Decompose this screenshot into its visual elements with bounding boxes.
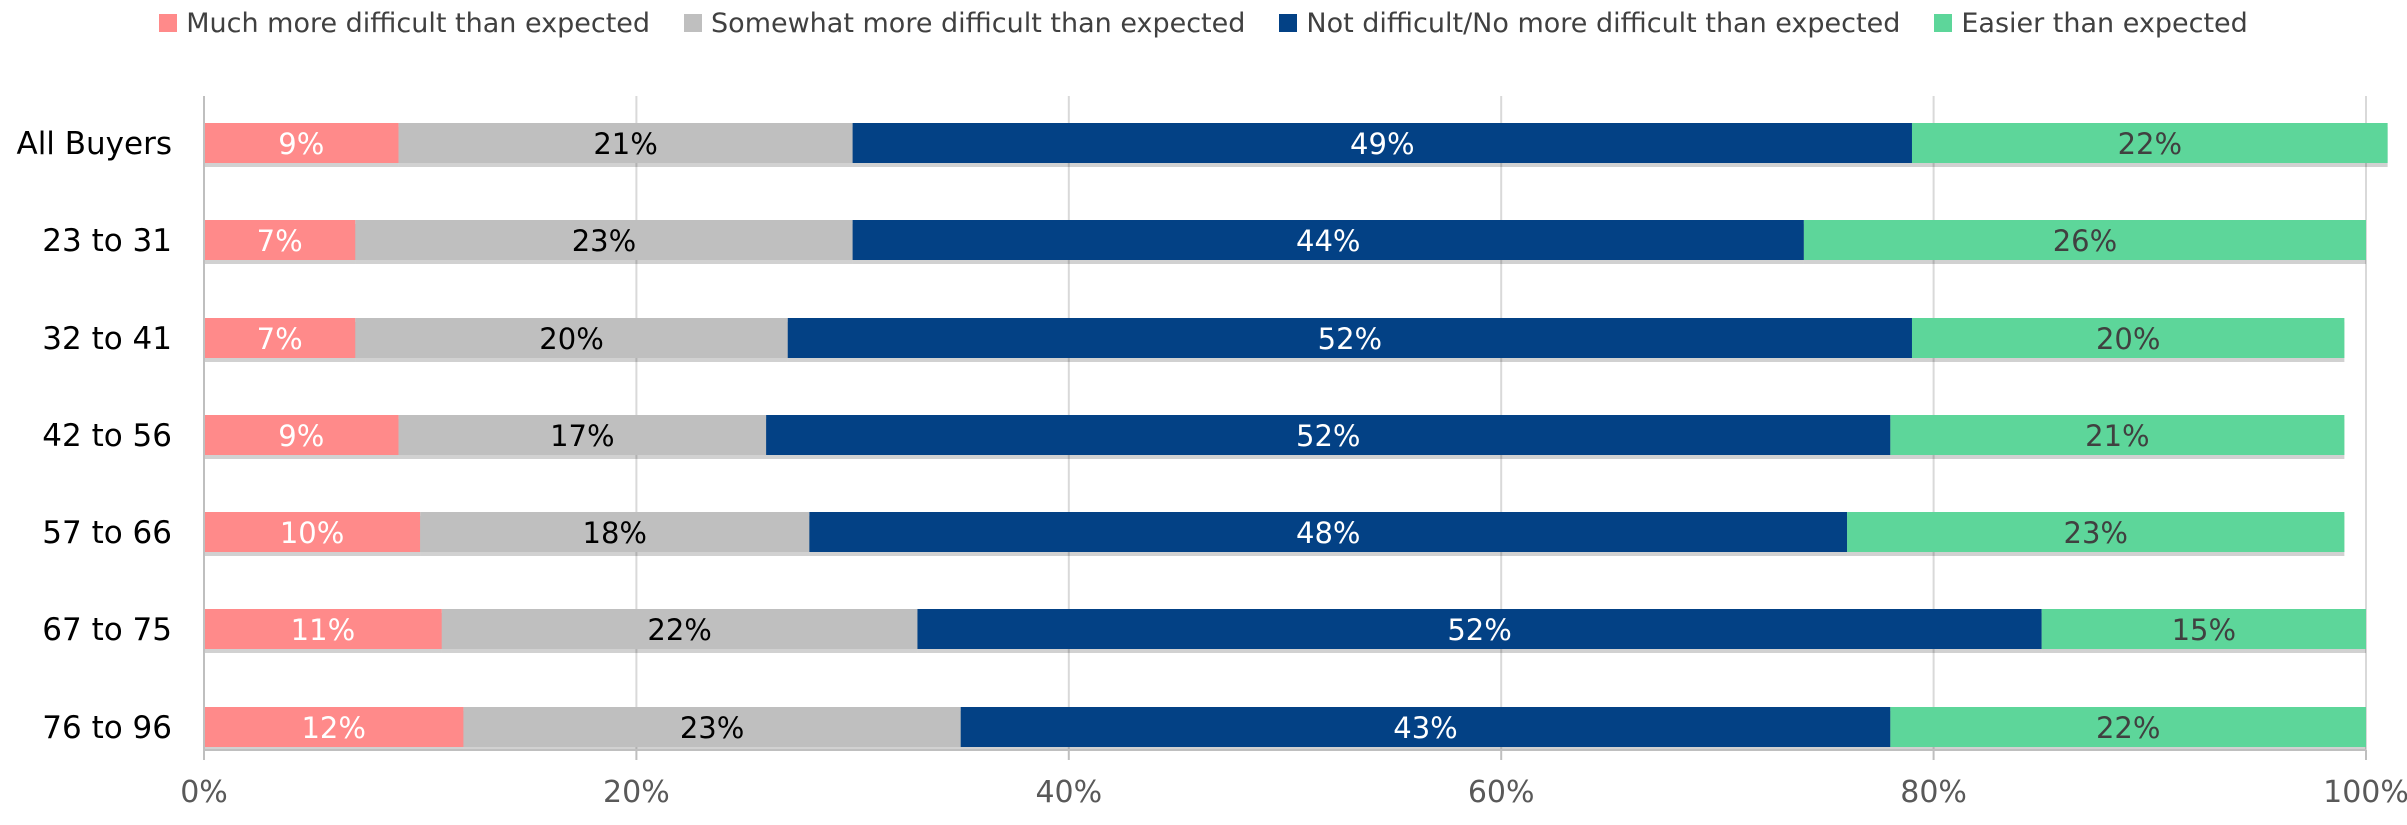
data-label: 22% — [2118, 127, 2182, 161]
data-label: 21% — [2085, 419, 2149, 453]
legend-label: Somewhat more difficult than expected — [711, 7, 1246, 39]
data-label: 9% — [278, 127, 324, 161]
data-label: 23% — [680, 711, 744, 745]
chart-legend: Much more difficult than expected Somewha… — [0, 0, 2407, 46]
data-label: 7% — [257, 224, 303, 258]
x-tick-label: 60% — [1468, 775, 1535, 810]
data-label: 44% — [1296, 224, 1360, 258]
legend-label: Much more difficult than expected — [186, 7, 651, 39]
bar-segment — [420, 512, 810, 552]
bar-segment — [1911, 318, 2345, 358]
bar-segment — [204, 707, 464, 747]
category-label: 67 to 75 — [42, 612, 172, 648]
data-label: 22% — [2096, 711, 2160, 745]
bar-segment — [852, 220, 1804, 260]
bar-segment — [398, 123, 853, 163]
bar-segment — [204, 609, 442, 649]
category-label: 32 to 41 — [42, 321, 172, 357]
bar-segment — [441, 609, 918, 649]
x-tick-label: 40% — [1035, 775, 1102, 810]
data-label: 11% — [291, 613, 355, 647]
bar-segment — [1890, 415, 2345, 455]
bar-segment — [463, 707, 961, 747]
x-tick-label: 0% — [180, 775, 228, 810]
bar-segment — [1890, 707, 2366, 747]
data-label: 23% — [2064, 516, 2128, 550]
data-label: 12% — [301, 711, 365, 745]
category-label: All Buyers — [16, 126, 172, 162]
legend-item: Much more difficult than expected — [159, 8, 650, 39]
data-label: 52% — [1447, 613, 1511, 647]
data-label: 18% — [583, 516, 647, 550]
legend-item: Easier than expected — [1934, 7, 2248, 39]
bar-segment — [398, 415, 767, 455]
data-label: 26% — [2053, 224, 2117, 258]
bar-segment — [1803, 220, 2366, 260]
data-label: 20% — [2096, 322, 2160, 356]
x-tick-label: 20% — [603, 775, 670, 810]
category-label: 42 to 56 — [42, 418, 172, 454]
bar-segment — [917, 609, 2042, 649]
data-label: 52% — [1318, 322, 1382, 356]
legend-swatch — [1934, 14, 1953, 32]
data-label: 52% — [1296, 419, 1360, 453]
data-label: 7% — [257, 322, 303, 356]
bar-segment — [204, 318, 356, 358]
legend-swatch — [684, 14, 703, 32]
bar-segment — [204, 415, 399, 455]
data-label: 43% — [1393, 711, 1457, 745]
legend-swatch — [1279, 14, 1298, 32]
data-label: 49% — [1350, 127, 1414, 161]
data-label: 22% — [647, 613, 711, 647]
data-label: 20% — [539, 322, 603, 356]
legend-item: Somewhat more difficult than expected — [684, 8, 1245, 39]
x-tick-label: 80% — [1900, 775, 1967, 810]
data-label: 17% — [550, 419, 614, 453]
legend-label: Not difficult/No more difficult than exp… — [1306, 7, 1901, 39]
x-tick-label: 100% — [2323, 775, 2407, 810]
bar-segment — [1911, 123, 2388, 163]
category-label: 57 to 66 — [42, 515, 172, 551]
bar-segment — [355, 318, 788, 358]
legend-item: Not difficult/No more difficult than exp… — [1279, 8, 1900, 39]
data-label: 21% — [593, 127, 657, 161]
legend-label: Easier than expected — [1961, 7, 2248, 39]
bar-segment — [204, 220, 356, 260]
bar-segment — [960, 707, 1891, 747]
bar-segment — [355, 220, 853, 260]
bar-segment — [204, 512, 421, 552]
legend-swatch — [159, 14, 178, 32]
bar-segment — [809, 512, 1848, 552]
data-label: 9% — [278, 419, 324, 453]
category-label: 76 to 96 — [42, 710, 172, 746]
data-label: 48% — [1296, 516, 1360, 550]
bar-segment — [787, 318, 1912, 358]
bar-segment — [2041, 609, 2366, 649]
bar-segment — [766, 415, 1891, 455]
data-label: 10% — [280, 516, 344, 550]
bar-segment — [1847, 512, 2345, 552]
data-label: 15% — [2172, 613, 2236, 647]
data-label: 23% — [572, 224, 636, 258]
category-label: 23 to 31 — [42, 223, 172, 259]
bar-segment — [204, 123, 399, 163]
bar-segment — [852, 123, 1912, 163]
